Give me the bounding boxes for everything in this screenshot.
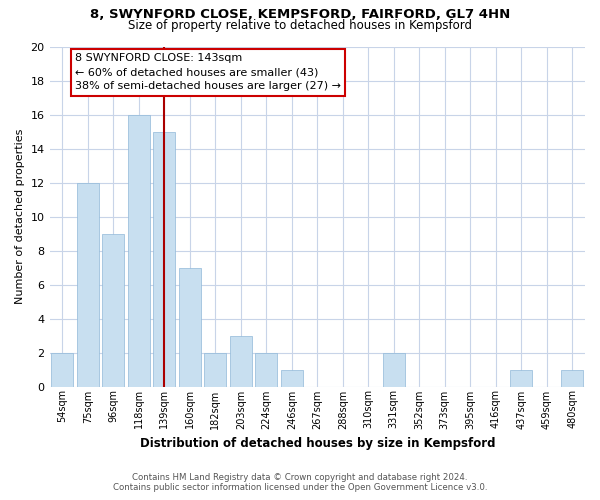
Bar (77, 182, 98, 386)
X-axis label: Distribution of detached houses by size in Kempsford: Distribution of detached houses by size … (140, 437, 495, 450)
Bar (511, 370, 532, 386)
Bar (154, 132, 175, 386)
Bar (383, 352, 404, 386)
Bar (52, 352, 73, 386)
Bar (230, 336, 251, 386)
Bar (103, 234, 124, 386)
Text: 8, SWYNFORD CLOSE, KEMPSFORD, FAIRFORD, GL7 4HN: 8, SWYNFORD CLOSE, KEMPSFORD, FAIRFORD, … (90, 8, 510, 20)
Text: Size of property relative to detached houses in Kempsford: Size of property relative to detached ho… (128, 18, 472, 32)
Text: 8 SWYNFORD CLOSE: 143sqm
← 60% of detached houses are smaller (43)
38% of semi-d: 8 SWYNFORD CLOSE: 143sqm ← 60% of detach… (75, 54, 341, 92)
Bar (562, 370, 583, 386)
Bar (179, 268, 200, 386)
Bar (256, 352, 277, 386)
Text: Contains HM Land Registry data © Crown copyright and database right 2024.
Contai: Contains HM Land Registry data © Crown c… (113, 473, 487, 492)
Bar (205, 352, 226, 386)
Bar (281, 370, 302, 386)
Bar (128, 114, 149, 386)
Y-axis label: Number of detached properties: Number of detached properties (15, 129, 25, 304)
